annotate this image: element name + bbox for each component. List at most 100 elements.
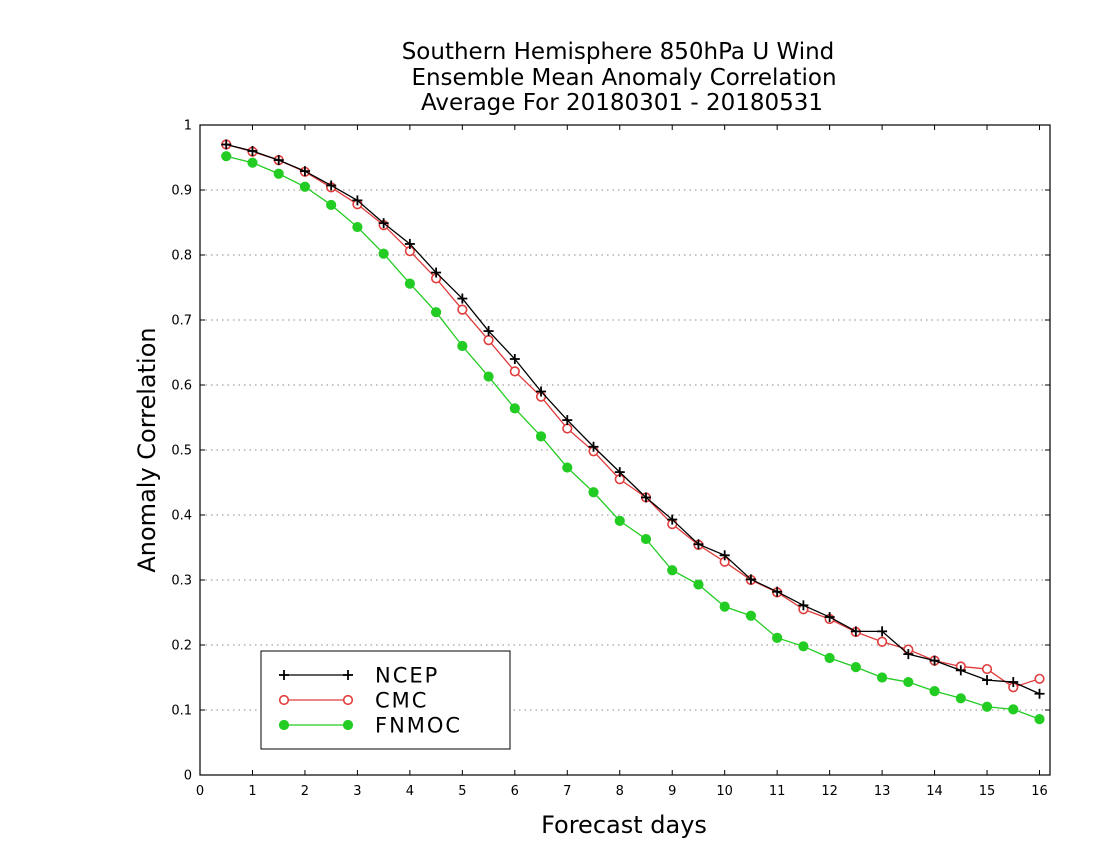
x-tick-label: 12 <box>821 784 838 799</box>
x-tick-label: 5 <box>458 784 466 799</box>
x-tick-label: 6 <box>511 784 519 799</box>
data-point-fnmoc <box>273 168 284 179</box>
data-point-fnmoc <box>509 403 520 414</box>
data-point-fnmoc <box>929 686 940 697</box>
x-tick-label: 3 <box>353 784 361 799</box>
data-point-ncep <box>326 180 337 191</box>
series-line-fnmoc <box>226 155 1040 720</box>
y-tick-label: 0.4 <box>171 509 192 524</box>
x-tick-label: 16 <box>1031 784 1048 799</box>
legend-entry-cmc: CMC <box>278 689 428 713</box>
data-point-ncep <box>955 665 966 676</box>
data-point-ncep <box>431 267 442 278</box>
legend-entry-fnmoc: FNMOC <box>278 714 462 738</box>
legend-marker-fnmoc <box>278 719 290 731</box>
legend-label-cmc: CMC <box>375 689 428 713</box>
data-point-ncep <box>667 514 678 525</box>
data-point-ncep <box>509 354 520 364</box>
x-tick-label: 14 <box>926 784 943 799</box>
data-point-fnmoc <box>431 307 442 318</box>
y-tick-label: 0.5 <box>171 444 192 459</box>
data-point-ncep <box>824 612 835 623</box>
x-tick-label: 10 <box>716 784 733 799</box>
data-point-ncep <box>719 550 730 561</box>
series-line-cmc <box>226 143 1040 688</box>
data-point-ncep <box>588 441 599 452</box>
data-point-fnmoc <box>798 641 809 652</box>
legend-marker-cmc <box>278 694 290 706</box>
data-point-ncep <box>299 166 310 177</box>
data-point-cmc <box>457 304 468 315</box>
data-point-fnmoc <box>667 565 678 576</box>
gridlines <box>200 189 1050 711</box>
data-point-fnmoc <box>352 221 363 233</box>
x-tick-label: 11 <box>769 784 786 799</box>
data-point-ncep <box>1008 677 1019 688</box>
data-point-fnmoc <box>483 371 494 382</box>
series-ncep <box>221 139 1045 699</box>
x-tick-label: 8 <box>616 784 624 799</box>
data-point-ncep <box>850 626 861 637</box>
chart-title: Southern Hemisphere 850hPa U Wind Ensemb… <box>402 39 837 116</box>
y-tick-label: 0.6 <box>171 379 192 394</box>
data-point-ncep <box>483 326 494 337</box>
x-tick-label: 7 <box>563 784 571 799</box>
legend-label-ncep: NCEP <box>375 664 439 688</box>
legend-marker-cmc <box>342 694 354 706</box>
data-point-fnmoc <box>772 632 783 643</box>
data-point-ncep <box>929 655 940 666</box>
data-point-fnmoc <box>562 462 573 473</box>
data-point-ncep <box>772 586 783 597</box>
y-tick-label: 1 <box>184 119 192 134</box>
data-point-fnmoc <box>614 515 625 526</box>
data-point-fnmoc <box>378 248 389 259</box>
data-point-fnmoc <box>876 672 888 683</box>
legend-marker-ncep <box>279 670 289 680</box>
data-point-ncep <box>378 218 389 229</box>
y-tick-label: 0.1 <box>171 704 192 719</box>
data-point-fnmoc <box>903 676 914 688</box>
data-point-fnmoc <box>457 340 468 352</box>
data-point-fnmoc <box>824 652 835 664</box>
y-tick-label: 0.3 <box>171 574 192 589</box>
data-point-fnmoc <box>588 487 599 498</box>
data-point-fnmoc <box>299 181 311 192</box>
data-point-ncep <box>536 386 547 397</box>
data-point-ncep <box>745 574 756 585</box>
x-tick-label: 15 <box>979 784 996 799</box>
data-point-ncep <box>693 539 704 550</box>
data-point-fnmoc <box>326 199 337 211</box>
data-point-cmc <box>1034 673 1045 684</box>
y-tick-label: 0 <box>184 769 192 784</box>
x-tick-label: 1 <box>248 784 256 799</box>
data-point-fnmoc <box>535 431 547 442</box>
data-point-ncep <box>1034 688 1045 699</box>
data-point-fnmoc <box>1034 714 1045 725</box>
y-tick-label: 0.9 <box>171 184 192 199</box>
x-tick-label: 0 <box>196 784 204 799</box>
title-line-3: Average For 20180301 - 20180531 <box>421 90 823 116</box>
data-point-ncep <box>221 139 232 150</box>
data-point-ncep <box>982 675 993 686</box>
legend-marker-ncep <box>343 670 353 680</box>
title-line-1: Southern Hemisphere 850hPa U Wind <box>402 39 835 65</box>
data-point-fnmoc <box>693 579 704 590</box>
data-point-ncep <box>273 155 284 166</box>
data-point-fnmoc <box>719 601 730 612</box>
data-point-ncep <box>798 600 809 611</box>
y-tick-label: 0.2 <box>171 639 192 654</box>
x-axis-label: Forecast days <box>541 811 707 839</box>
data-point-fnmoc <box>955 693 966 704</box>
data-point-ncep <box>903 649 914 660</box>
series-cmc <box>221 139 1045 693</box>
data-point-fnmoc <box>850 662 861 673</box>
data-point-fnmoc <box>404 278 415 289</box>
series-fnmoc <box>221 151 1045 725</box>
title-line-2: Ensemble Mean Anomaly Correlation <box>411 65 836 91</box>
data-point-ncep <box>247 146 258 156</box>
axis-ticks: 00.10.20.30.40.50.60.70.80.910 1 2 3 4 5 6 7 8 9 1… <box>171 119 1050 799</box>
data-point-ncep <box>614 467 625 478</box>
legend-label-fnmoc: FNMOC <box>375 714 462 738</box>
y-tick-label: 0.7 <box>171 314 192 329</box>
